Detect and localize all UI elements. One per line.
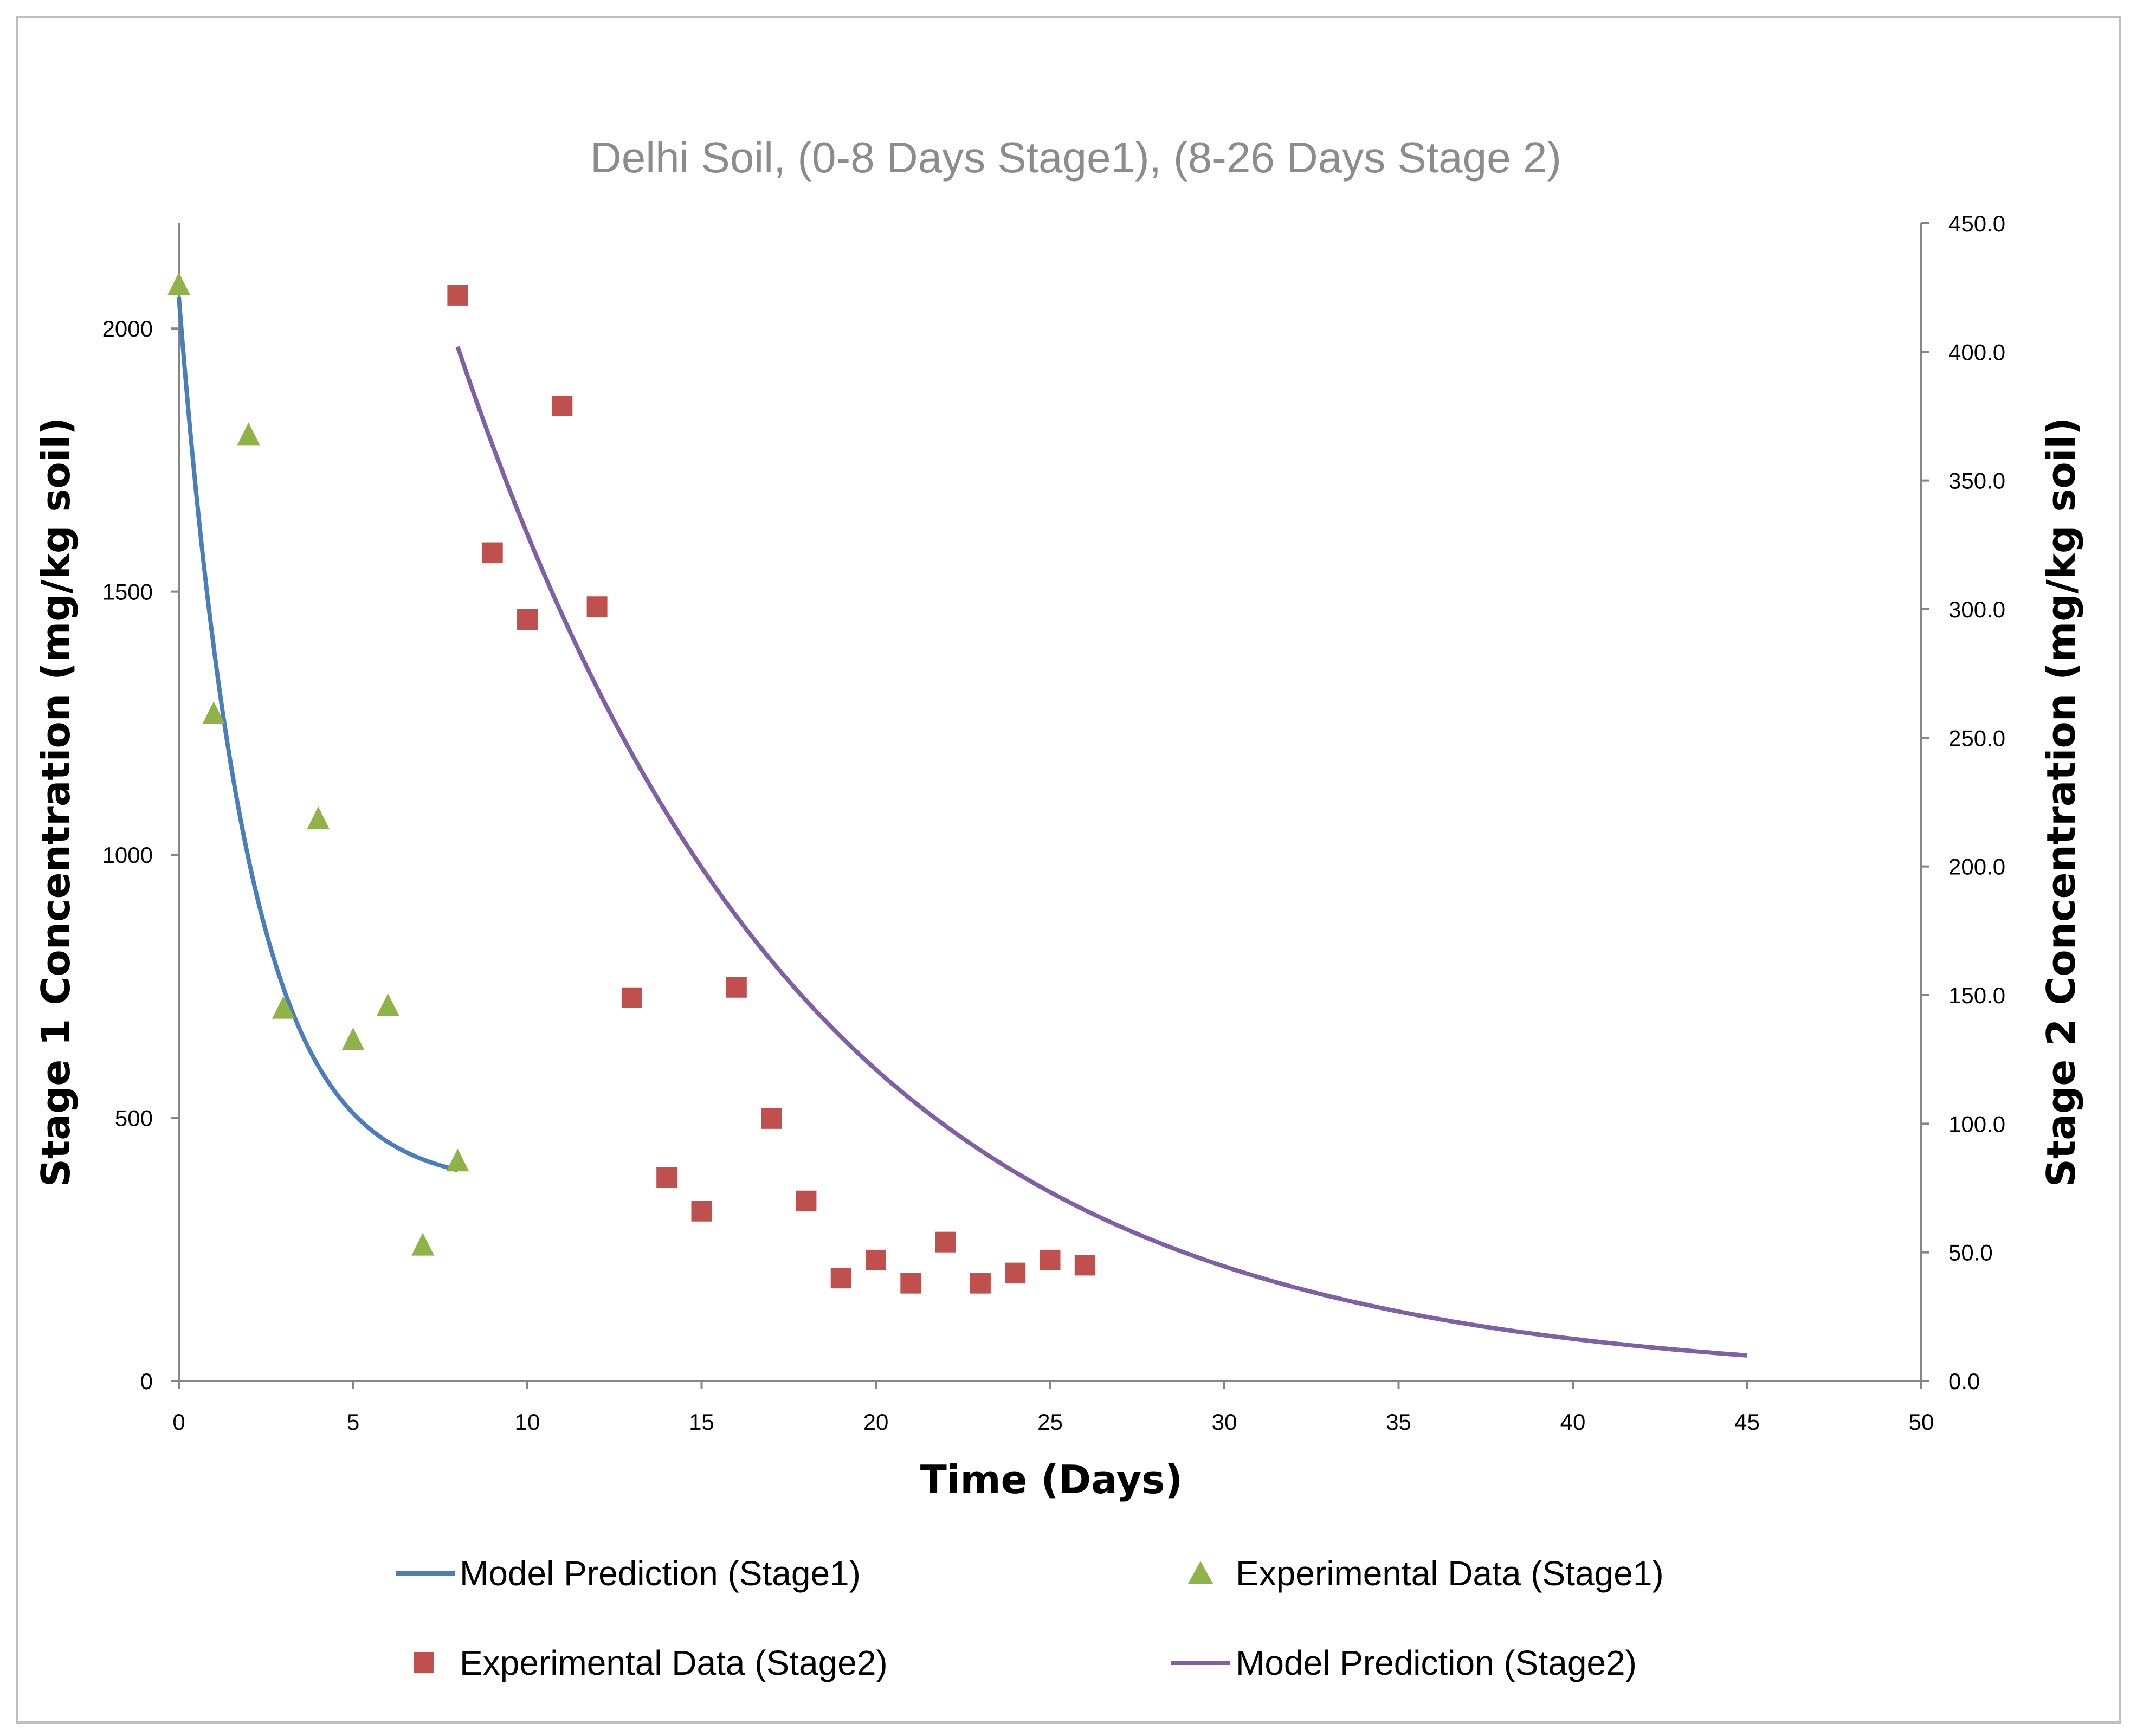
data-point-square [761, 1108, 782, 1129]
y-left-tick-label: 0 [140, 1369, 153, 1394]
y-right-tick-label: 0.0 [1948, 1369, 1980, 1394]
x-tick-label: 15 [689, 1409, 714, 1435]
y-right-tick-label: 250.0 [1948, 725, 2005, 751]
data-point-square [656, 1167, 677, 1189]
data-point-triangle [202, 701, 225, 724]
data-point-square [830, 1268, 851, 1289]
data-point-triangle [411, 1232, 435, 1256]
x-tick-label: 5 [347, 1409, 359, 1435]
x-axis-title: Time (Days) [920, 1457, 1183, 1502]
legend-item-model-stage2[interactable]: Model Prediction (Stage2) [1171, 1643, 1637, 1682]
data-point-triangle [307, 806, 330, 830]
chart-title: Delhi Soil, (0-8 Days Stage1), (8-26 Day… [590, 133, 1561, 182]
legend-item-exp-stage2[interactable]: Experimental Data (Stage2) [414, 1643, 888, 1682]
data-point-square [726, 977, 747, 998]
y-left-tick-label: 1000 [102, 842, 153, 868]
x-tick-label: 45 [1734, 1409, 1760, 1435]
data-point-square [691, 1201, 712, 1222]
series-layer [167, 272, 1747, 1358]
data-point-square [586, 596, 608, 617]
data-point-square [866, 1249, 886, 1270]
data-point-triangle [237, 422, 260, 446]
data-point-square [1005, 1262, 1026, 1283]
plot-area: 0 5 10 15 20 25 30 35 40 45 5005001000150020000.05… [102, 211, 2006, 1435]
x-tick-label: 10 [515, 1409, 540, 1435]
x-tick-label: 20 [863, 1409, 889, 1435]
x-tick-label: 40 [1560, 1409, 1586, 1435]
y-right-tick-label: 50.0 [1948, 1240, 1993, 1266]
data-point-square [621, 987, 642, 1008]
ticks-layer: 0 5 10 15 20 25 30 35 40 45 5005001000150020000.05… [102, 211, 2006, 1435]
data-point-triangle [376, 993, 399, 1016]
data-point-square [1040, 1249, 1061, 1270]
x-tick-label: 0 [172, 1409, 185, 1435]
y-axis-right-title: Stage 2 Concentration (mg/kg soil) [2038, 417, 2084, 1187]
data-point-square [970, 1273, 991, 1294]
data-point-square [517, 609, 538, 630]
legend: Model Prediction (Stage1) Experimental D… [396, 1554, 1664, 1682]
y-left-tick-label: 500 [115, 1106, 153, 1131]
legend-label-exp-stage1: Experimental Data (Stage1) [1236, 1554, 1664, 1593]
legend-label-model-stage2: Model Prediction (Stage2) [1236, 1643, 1637, 1682]
legend-item-exp-stage1[interactable]: Experimental Data (Stage1) [1188, 1554, 1664, 1593]
x-tick-label: 50 [1909, 1409, 1934, 1435]
y-axis-left-title: Stage 1 Concentration (mg/kg soil) [33, 417, 79, 1187]
y-right-tick-label: 100.0 [1948, 1111, 2005, 1137]
legend-triangle-icon [1188, 1561, 1213, 1584]
x-tick-label: 30 [1212, 1409, 1237, 1435]
y-right-tick-label: 350.0 [1948, 468, 2005, 494]
y-right-tick-label: 400.0 [1948, 339, 2005, 365]
x-tick-label: 35 [1386, 1409, 1411, 1435]
legend-label-exp-stage2: Experimental Data (Stage2) [460, 1643, 888, 1682]
legend-label-model-stage1: Model Prediction (Stage1) [460, 1554, 861, 1593]
legend-item-model-stage1[interactable]: Model Prediction (Stage1) [396, 1554, 861, 1593]
y-left-tick-label: 1500 [102, 579, 153, 605]
series-line-0 [177, 296, 459, 1172]
y-left-tick-label: 2000 [102, 316, 153, 341]
data-point-square [796, 1190, 817, 1211]
data-point-square [552, 396, 573, 417]
data-point-triangle [341, 1027, 365, 1050]
x-tick-label: 25 [1037, 1409, 1063, 1435]
data-point-square [900, 1273, 921, 1294]
legend-square-icon [414, 1652, 434, 1673]
y-right-tick-label: 450.0 [1948, 211, 2005, 236]
data-point-triangle [272, 996, 295, 1019]
data-point-triangle [446, 1148, 469, 1172]
series-line-3 [455, 346, 1747, 1358]
chart-frame [16, 16, 2121, 1724]
y-right-tick-label: 150.0 [1948, 983, 2005, 1008]
data-point-square [482, 542, 503, 563]
data-point-square [935, 1231, 956, 1253]
y-right-tick-label: 200.0 [1948, 854, 2005, 880]
data-point-square [447, 285, 468, 306]
y-right-tick-label: 300.0 [1948, 597, 2005, 622]
data-point-square [1074, 1255, 1095, 1276]
data-point-triangle [167, 272, 190, 295]
